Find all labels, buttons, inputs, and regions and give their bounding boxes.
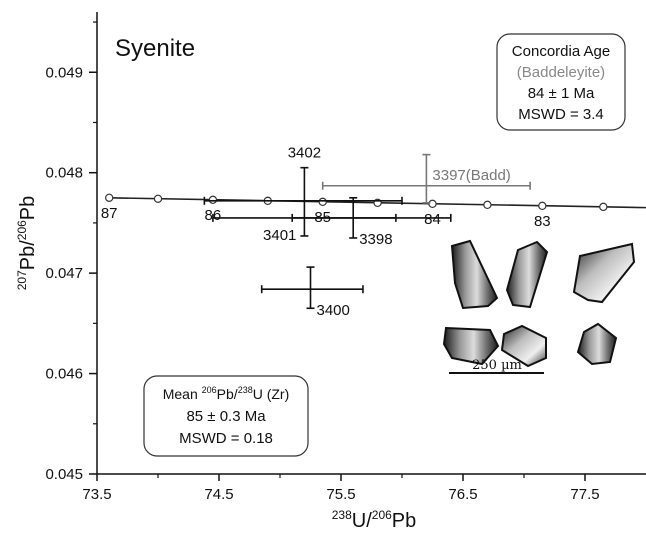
point-label: 3401 [263, 227, 296, 244]
mean-box-mid: Pb/ [217, 386, 238, 402]
concordia-age-label: 87 [101, 205, 118, 222]
chart-title: Syenite [115, 35, 195, 62]
crystal-2 [505, 240, 549, 309]
concordia-curve: 87 86 85 84 83 [101, 193, 646, 230]
concordia-age-marker [538, 201, 547, 211]
concordia-age-marker [104, 193, 114, 203]
y-axis-sup2: 206 [15, 220, 29, 240]
y-axis-title: 207Pb/206Pb [15, 196, 39, 291]
mean-box-sup2: 238 [238, 385, 253, 395]
y-tick-label: 0.049 [45, 64, 83, 81]
x-axis-main1: U/ [352, 510, 372, 532]
concordia-age-box: Concordia Age (Baddeleyite) 84 ± 1 Ma MS… [496, 33, 626, 131]
concordia-box-title: Concordia Age [512, 43, 610, 60]
mean-box-sup1: 206 [202, 385, 217, 395]
crystal-3 [572, 242, 636, 304]
x-tick-label: 76.5 [448, 486, 477, 503]
point-label: 3397(Badd) [432, 167, 510, 184]
concordia-age-marker [483, 200, 492, 210]
point-label: 3402 [288, 145, 321, 162]
concordia-box-mswd: MSWD = 3.4 [518, 106, 603, 123]
point-label: 3400 [317, 302, 350, 319]
concordia-age-marker [153, 194, 163, 204]
y-axis-main2: Pb [17, 196, 39, 220]
concordia-age-marker [428, 199, 437, 209]
mean-age-box: Mean 206Pb/238U (Zr) 85 ± 0.3 Ma MSWD = … [143, 375, 309, 457]
scale-bar-label: 250 µm [472, 358, 522, 373]
concordia-age-label: 84 [424, 211, 441, 228]
concordia-age-marker [208, 195, 218, 205]
y-tick-label: 0.048 [45, 165, 83, 182]
x-tick-label: 75.5 [326, 486, 355, 503]
concordia-age-label: 83 [534, 213, 551, 230]
x-axis-main2: Pb [392, 510, 416, 532]
point-label: 3398 [359, 231, 392, 248]
x-tick-label: 77.5 [570, 486, 599, 503]
y-axis-sup1: 207 [15, 270, 29, 290]
crystal-1 [450, 239, 499, 310]
mean-box-title: Mean 206Pb/238U (Zr) [163, 385, 290, 402]
x-axis-sup2: 206 [372, 508, 392, 522]
y-tick-label: 0.046 [45, 366, 83, 383]
x-tick-label: 74.5 [204, 486, 233, 503]
mean-box-age: 85 ± 0.3 Ma [186, 408, 266, 425]
x-axis-sup1: 238 [332, 508, 352, 522]
crystal-4 [442, 326, 500, 366]
x-axis-title: 238U/206Pb [332, 508, 417, 532]
concordia-age-marker [318, 197, 327, 207]
x-tick-label: 73.5 [82, 486, 111, 503]
y-tick-label: 0.045 [45, 466, 83, 483]
mean-box-mswd: MSWD = 0.18 [179, 430, 273, 447]
concordia-age-marker [599, 202, 608, 212]
y-axis-main1: Pb/ [17, 240, 39, 270]
concordia-box-age: 84 ± 1 Ma [528, 85, 595, 102]
y-tick-label: 0.047 [45, 265, 83, 282]
mean-box-post: U (Zr) [253, 386, 290, 402]
crystal-micrograph: 250 µm [442, 239, 636, 374]
crystal-6 [576, 322, 618, 366]
concordia-box-subtitle: (Baddeleyite) [517, 64, 605, 81]
plot-axes: 73.5 74.5 75.5 76.5 77.5 0.045 0.046 0.047 0.048… [45, 12, 646, 503]
crystal-5 [500, 324, 547, 368]
data-points: 3402 3401 3398 3397(Badd) 3400 [203, 145, 531, 319]
mean-box-pre: Mean [163, 386, 202, 402]
